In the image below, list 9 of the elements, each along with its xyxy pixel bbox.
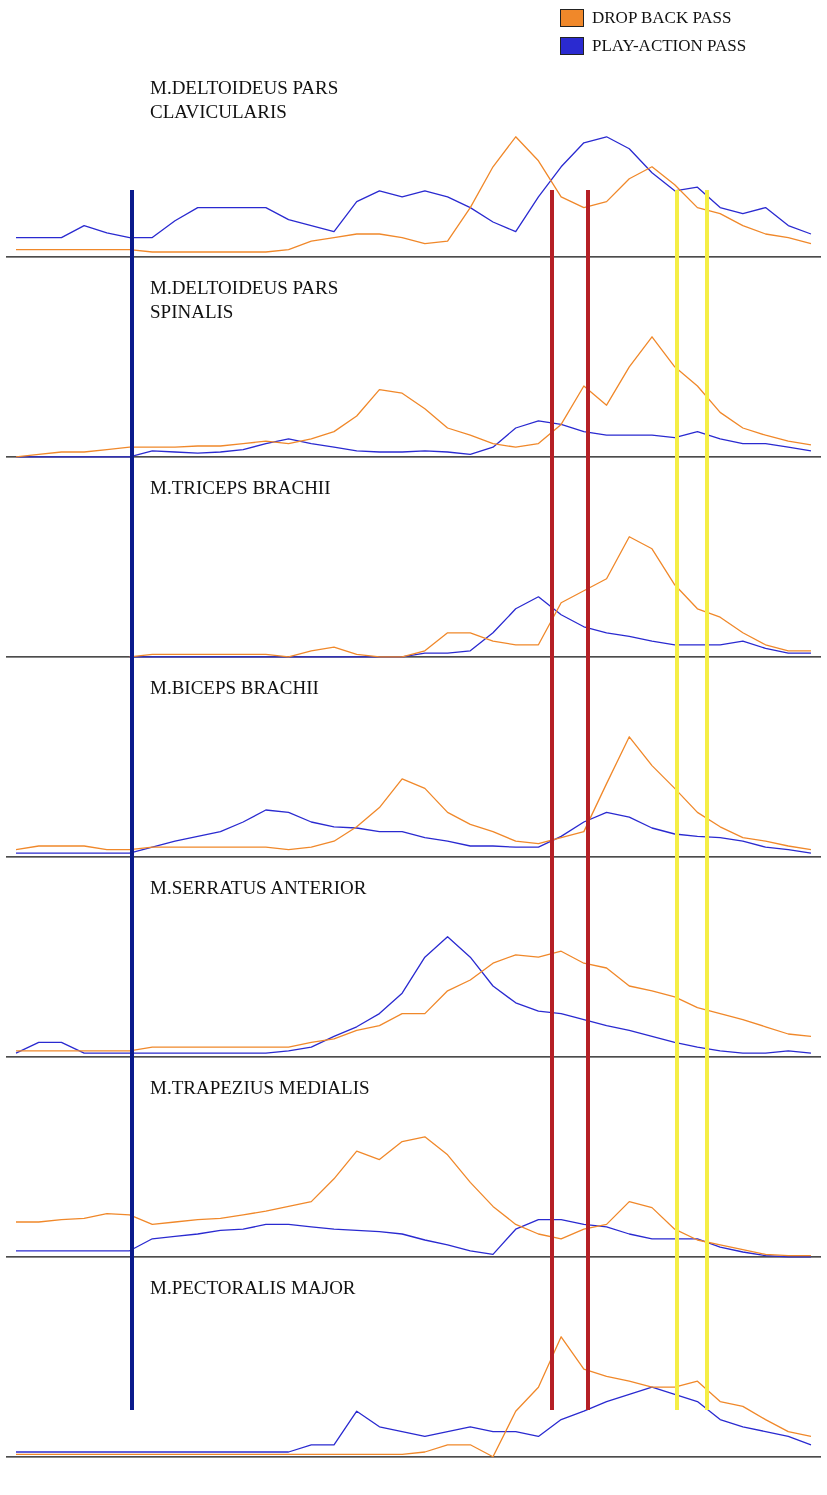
chart-title: M.PECTORALIS MAJOR — [150, 1276, 357, 1300]
chart-title: M.DELTOIDEUS PARS CLAVICULARIS — [150, 76, 340, 124]
legend-label: DROP BACK PASS — [592, 8, 732, 28]
chart-title: M.DELTOIDEUS PARS SPINALIS — [150, 276, 340, 324]
chart-title: M.BICEPS BRACHII — [150, 676, 320, 700]
chart-title: M.TRAPEZIUS MEDIALIS — [150, 1076, 371, 1100]
legend-label: PLAY-ACTION PASS — [592, 36, 747, 56]
chart-title: M.SERRATUS ANTERIOR — [150, 876, 368, 900]
chart-title: M.TRICEPS BRACHII — [150, 476, 332, 500]
